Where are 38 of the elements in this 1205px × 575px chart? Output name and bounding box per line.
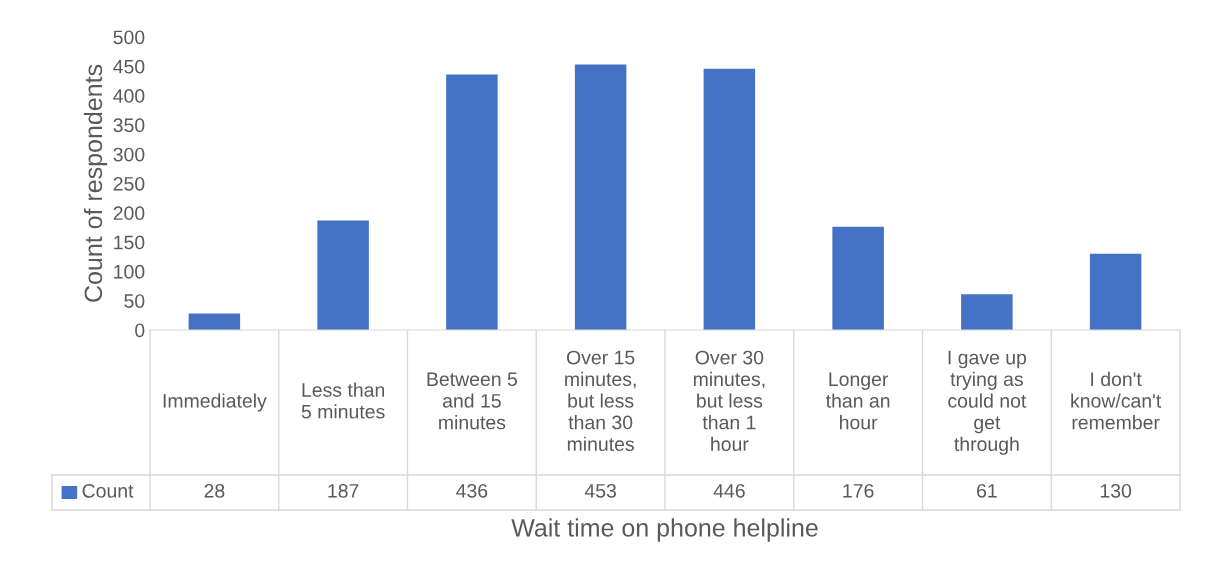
data-label: 130 — [1100, 483, 1132, 498]
data-label: 176 — [843, 483, 874, 498]
x-tick-label: I gave up trying as could not get through — [948, 350, 1027, 455]
legend-label: Count — [82, 483, 134, 498]
y-tick-label: 450 — [113, 59, 145, 74]
y-tick-label: 150 — [114, 235, 145, 250]
x-tick-label: I don't know/can't remember — [1071, 371, 1162, 430]
x-tick-label: Longer than an hour — [825, 372, 890, 430]
data-label: 187 — [328, 483, 359, 498]
bar — [446, 74, 498, 330]
bar — [1089, 253, 1142, 330]
bar — [703, 68, 756, 330]
y-tick-label: 200 — [113, 206, 145, 221]
data-label: 28 — [204, 483, 225, 498]
y-tick-label: 300 — [113, 147, 145, 162]
y-tick-label: 50 — [124, 294, 145, 308]
y-tick-label: 400 — [113, 89, 145, 103]
bar — [574, 64, 627, 330]
bar — [317, 220, 369, 330]
bar — [188, 313, 241, 330]
y-tick-label: 100 — [114, 264, 145, 279]
bar — [961, 294, 1013, 330]
x-tick-label: Over 30 minutes, but less than 1 hour — [693, 350, 765, 452]
x-tick-label: Less than 5 minutes — [301, 382, 385, 419]
bar — [832, 226, 884, 330]
data-label: 61 — [977, 483, 997, 498]
data-label: 436 — [456, 483, 488, 498]
data-label: 446 — [713, 483, 745, 498]
y-tick-label: 350 — [113, 118, 145, 133]
y-tick-label: 250 — [113, 176, 145, 191]
data-label: 453 — [584, 483, 616, 498]
y-tick-label: 0 — [135, 323, 145, 338]
x-axis-title: Wait time on phone helpline — [511, 518, 818, 542]
x-tick-label: Between 5 and 15 minutes — [427, 372, 518, 430]
y-tick-label: 500 — [113, 30, 145, 45]
y-axis-title: Count of respondents — [83, 64, 108, 302]
x-tick-label: Over 15 minutes, but less than 30 minutes — [565, 350, 636, 452]
x-tick-label: Immediately — [163, 393, 267, 412]
